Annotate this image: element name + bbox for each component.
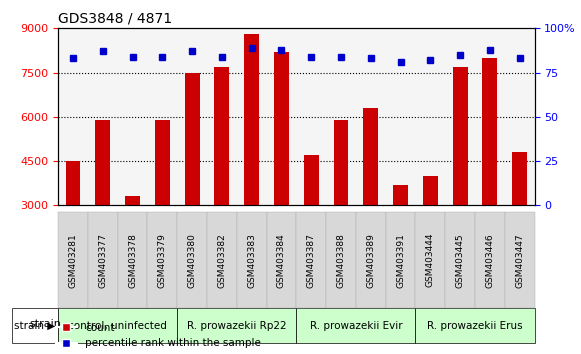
Text: control, uninfected: control, uninfected bbox=[68, 321, 167, 331]
Text: GSM403382: GSM403382 bbox=[217, 233, 227, 287]
Text: GSM403380: GSM403380 bbox=[188, 233, 196, 288]
Text: GSM403389: GSM403389 bbox=[366, 233, 375, 288]
Bar bbox=[512, 152, 527, 205]
Text: GSM403281: GSM403281 bbox=[69, 233, 77, 287]
Text: GSM403391: GSM403391 bbox=[396, 233, 405, 288]
Bar bbox=[453, 67, 468, 205]
Text: GSM403388: GSM403388 bbox=[336, 233, 346, 288]
Text: GSM403378: GSM403378 bbox=[128, 233, 137, 288]
Bar bbox=[95, 120, 110, 205]
Text: GSM403377: GSM403377 bbox=[98, 233, 107, 288]
Text: GSM403383: GSM403383 bbox=[247, 233, 256, 288]
Bar bbox=[304, 155, 318, 205]
Text: GDS3848 / 4871: GDS3848 / 4871 bbox=[58, 12, 172, 26]
Text: GSM403447: GSM403447 bbox=[515, 233, 524, 287]
Text: strain: strain bbox=[29, 319, 61, 329]
Text: GSM403379: GSM403379 bbox=[158, 233, 167, 288]
Bar bbox=[185, 73, 199, 205]
Bar bbox=[482, 58, 497, 205]
Bar bbox=[66, 161, 80, 205]
Bar bbox=[155, 120, 170, 205]
Bar bbox=[333, 120, 349, 205]
Bar bbox=[423, 176, 437, 205]
Text: GSM403387: GSM403387 bbox=[307, 233, 315, 288]
Bar bbox=[274, 52, 289, 205]
Text: R. prowazekii Evir: R. prowazekii Evir bbox=[310, 321, 402, 331]
Text: GSM403446: GSM403446 bbox=[485, 233, 494, 287]
Text: GSM403384: GSM403384 bbox=[277, 233, 286, 287]
Text: GSM403444: GSM403444 bbox=[426, 233, 435, 287]
Bar bbox=[214, 67, 229, 205]
Text: GSM403445: GSM403445 bbox=[456, 233, 465, 287]
Text: strain ▶: strain ▶ bbox=[15, 321, 55, 331]
Text: R. prowazekii Erus: R. prowazekii Erus bbox=[427, 321, 523, 331]
Bar bbox=[363, 108, 378, 205]
Bar bbox=[244, 34, 259, 205]
Bar bbox=[125, 196, 140, 205]
Text: R. prowazekii Rp22: R. prowazekii Rp22 bbox=[187, 321, 286, 331]
Bar bbox=[393, 185, 408, 205]
Legend: count, percentile rank within the sample: count, percentile rank within the sample bbox=[52, 319, 265, 352]
